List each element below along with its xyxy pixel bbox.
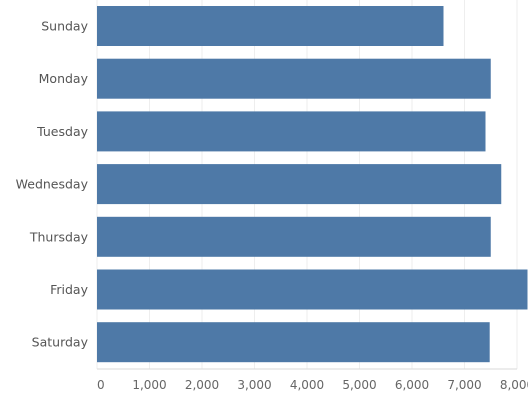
category-label-wednesday: Wednesday [16, 177, 89, 192]
category-labels: Sunday Monday Tuesday Wednesday Thursday Frid… [16, 19, 89, 350]
bars [97, 6, 528, 363]
category-label-thursday: Thursday [29, 229, 89, 244]
bar-tuesday[interactable] [97, 111, 486, 152]
bar-sunday[interactable] [97, 6, 444, 46]
bar-monday[interactable] [97, 58, 491, 99]
x-tick-label: 4,000 [290, 378, 324, 392]
category-label-saturday: Saturday [32, 335, 89, 350]
x-tick-label: 5,000 [342, 378, 376, 392]
bar-thursday[interactable] [97, 216, 491, 257]
x-tick-label: 2,000 [185, 378, 219, 392]
category-label-monday: Monday [39, 71, 89, 86]
x-tick-label: 1,000 [132, 378, 166, 392]
category-label-sunday: Sunday [41, 19, 88, 34]
x-tick-label: 6,000 [395, 378, 429, 392]
x-tick-labels: 0 1,000 2,000 3,000 4,000 5,000 6,000 7,000 8,00… [97, 378, 528, 392]
bar-wednesday[interactable] [97, 164, 502, 205]
x-tick-label: 0 [97, 378, 105, 392]
bar-saturday[interactable] [97, 322, 490, 363]
category-label-tuesday: Tuesday [36, 124, 88, 139]
x-tick-label: 7,000 [447, 378, 481, 392]
x-tick-label: 8,000 [500, 378, 528, 392]
category-label-friday: Friday [50, 282, 88, 297]
bar-friday[interactable] [97, 269, 528, 310]
x-tick-label: 3,000 [237, 378, 271, 392]
